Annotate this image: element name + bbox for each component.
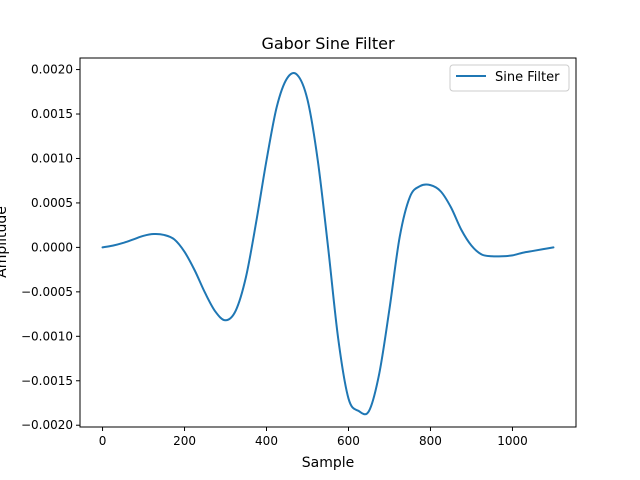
y-axis-label: Amplitude <box>0 206 10 278</box>
plot-frame <box>79 57 577 428</box>
y-tick-label: 0.0015 <box>31 107 73 121</box>
legend-label: Sine Filter <box>495 70 560 85</box>
x-tick-label: 800 <box>419 434 442 448</box>
y-tick-label: −0.0020 <box>21 418 73 432</box>
y-axis-ticks: −0.0020 −0.0015 −0.0010 −0.0005 0.0000 0.0005… <box>21 63 80 432</box>
chart-title: Gabor Sine Filter <box>261 34 395 53</box>
y-tick-label: −0.0010 <box>21 329 73 343</box>
y-tick-label: 0.0010 <box>31 151 73 165</box>
y-tick-label: −0.0015 <box>21 374 73 388</box>
x-tick-label: 600 <box>337 434 360 448</box>
plot-lines <box>101 72 555 416</box>
y-tick-label: 0.0000 <box>31 240 73 254</box>
y-tick-label: 0.0005 <box>31 196 73 210</box>
legend-box <box>449 64 570 92</box>
legend: Sine Filter <box>449 64 570 92</box>
x-axis-ticks: 0 200 400 600 800 1000 <box>99 427 528 448</box>
x-tick-label: 1000 <box>497 434 528 448</box>
x-tick-label: 200 <box>173 434 196 448</box>
x-tick-label: 0 <box>99 434 107 448</box>
x-tick-label: 400 <box>255 434 278 448</box>
x-axis-label: Sample <box>302 455 355 471</box>
y-tick-label: −0.0005 <box>21 285 73 299</box>
y-tick-label: 0.0020 <box>31 63 73 77</box>
series-line-0 <box>101 72 555 416</box>
